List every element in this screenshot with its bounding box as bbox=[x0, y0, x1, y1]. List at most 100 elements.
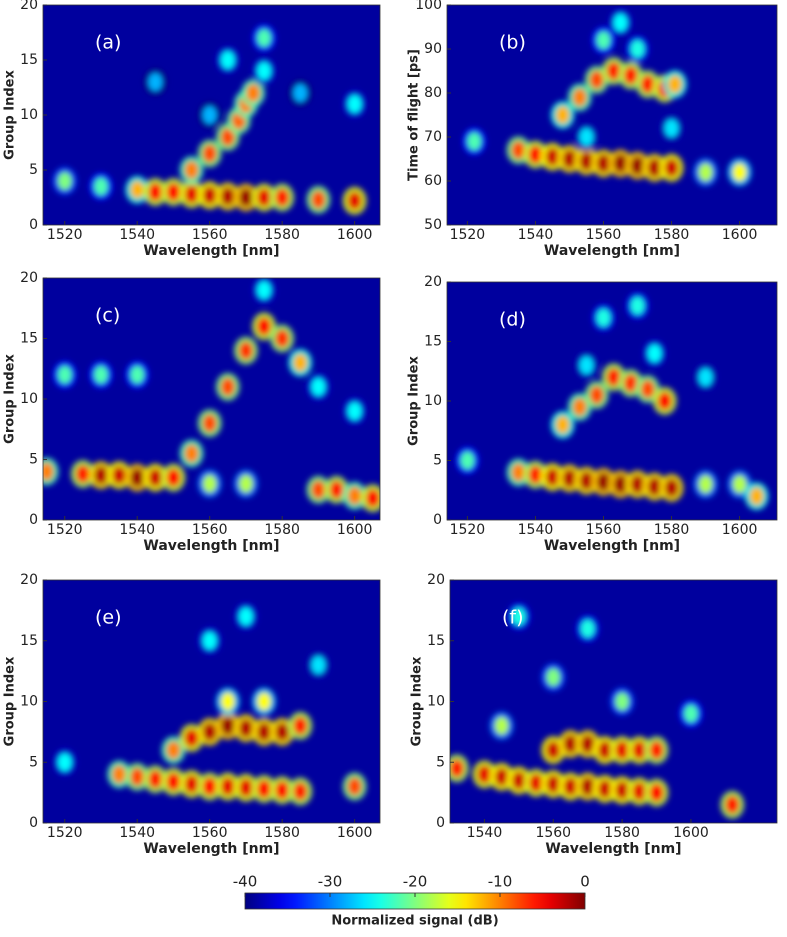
panel-label: (e) bbox=[95, 607, 122, 629]
spot-core bbox=[184, 444, 199, 463]
y-tick-label: 80 bbox=[424, 85, 442, 101]
heat-spot bbox=[306, 185, 331, 214]
heat-spot bbox=[125, 463, 150, 492]
spot-core bbox=[732, 163, 747, 182]
y-tick-label: 10 bbox=[427, 694, 445, 710]
spot-core bbox=[275, 188, 290, 207]
y-tick-label: 5 bbox=[29, 754, 38, 770]
spot-core bbox=[93, 365, 108, 384]
panel-label: (a) bbox=[95, 32, 121, 54]
heat-spot bbox=[627, 777, 652, 806]
spot-core bbox=[580, 619, 595, 638]
spot-core bbox=[238, 474, 253, 493]
spot-core bbox=[220, 777, 235, 796]
spot-core bbox=[257, 779, 272, 798]
x-axis-label: Wavelength [nm] bbox=[544, 538, 680, 554]
spot-core bbox=[528, 145, 543, 164]
x-tick-label: 1580 bbox=[654, 522, 690, 538]
y-tick-label: 0 bbox=[29, 815, 38, 831]
heat-spot bbox=[125, 762, 150, 791]
y-axis-label: Group Index bbox=[407, 356, 422, 446]
heat-spot bbox=[342, 481, 367, 510]
spot-core bbox=[579, 471, 594, 490]
heat-spot bbox=[550, 101, 575, 129]
spot-core bbox=[732, 475, 747, 494]
x-tick-label: 1560 bbox=[192, 227, 228, 243]
heat-spot bbox=[179, 156, 204, 184]
heatmap-cells bbox=[455, 291, 769, 511]
heat-spot bbox=[43, 457, 59, 486]
heat-spot bbox=[70, 460, 95, 489]
heat-spot bbox=[659, 473, 684, 502]
heat-spot bbox=[642, 339, 667, 368]
x-tick-label: 1600 bbox=[673, 825, 709, 841]
heat-spot bbox=[197, 717, 222, 746]
x-tick-label: 1560 bbox=[586, 227, 622, 243]
panel-label: (b) bbox=[499, 32, 526, 54]
x-tick-label: 1540 bbox=[518, 522, 554, 538]
y-tick-label: 0 bbox=[433, 512, 442, 528]
y-tick-label: 0 bbox=[29, 512, 38, 528]
spot-core bbox=[347, 777, 362, 796]
heat-spot bbox=[88, 461, 113, 490]
heat-spot bbox=[143, 765, 168, 794]
heat-spot bbox=[524, 768, 549, 797]
x-axis-label: Wavelength [nm] bbox=[143, 243, 279, 259]
x-tick-label: 1540 bbox=[119, 227, 155, 243]
heat-spot bbox=[197, 772, 222, 801]
spot-core bbox=[664, 158, 679, 177]
spot-core bbox=[640, 75, 655, 94]
spot-core bbox=[596, 308, 611, 327]
heat-spot bbox=[644, 736, 669, 765]
y-tick-label: 50 bbox=[424, 217, 442, 233]
colorbar-label: Normalized signal (dB) bbox=[331, 914, 498, 929]
x-tick-label: 1580 bbox=[604, 825, 640, 841]
heat-spot bbox=[215, 711, 240, 740]
heat-spot bbox=[558, 772, 583, 801]
colorbar-tick-label: 0 bbox=[580, 873, 590, 891]
heat-spot bbox=[342, 772, 367, 801]
spot-core bbox=[202, 777, 217, 796]
heat-spot bbox=[693, 470, 718, 499]
heat-spot bbox=[288, 348, 313, 377]
x-axis-label: Wavelength [nm] bbox=[545, 841, 681, 857]
spot-core bbox=[589, 386, 604, 405]
heat-spot bbox=[252, 774, 277, 803]
spot-core bbox=[329, 480, 344, 499]
spot-core bbox=[572, 88, 587, 107]
heatmap-cells bbox=[43, 278, 380, 513]
heat-spot bbox=[215, 46, 240, 74]
spot-core bbox=[238, 607, 253, 626]
spot-core bbox=[275, 781, 290, 800]
spot-core bbox=[112, 466, 127, 485]
heat-spot bbox=[610, 776, 635, 805]
heat-spot bbox=[591, 303, 616, 332]
spot-core bbox=[698, 475, 713, 494]
colorbar-tick-label: -40 bbox=[233, 873, 258, 891]
spot-core bbox=[93, 177, 108, 196]
spot-core bbox=[511, 463, 526, 482]
colorbar-tick-label: -10 bbox=[488, 873, 513, 891]
heat-spot bbox=[462, 127, 487, 156]
heat-spot bbox=[215, 687, 240, 716]
heat-spot bbox=[252, 24, 277, 52]
spot-core bbox=[613, 154, 628, 173]
y-axis-label: Time of flight [ps] bbox=[407, 49, 422, 181]
heat-spot bbox=[161, 767, 186, 796]
spot-core bbox=[311, 480, 326, 499]
heat-spot bbox=[584, 381, 609, 410]
spot-core bbox=[579, 128, 594, 146]
spot-core bbox=[528, 465, 543, 484]
heat-spot bbox=[574, 123, 599, 151]
spot-core bbox=[632, 782, 647, 801]
heat-spot bbox=[306, 372, 331, 401]
y-tick-label: 0 bbox=[436, 815, 445, 831]
spot-core bbox=[184, 185, 199, 204]
heat-spot bbox=[592, 774, 617, 803]
y-tick-label: 20 bbox=[424, 274, 442, 290]
y-axis-label: Group Index bbox=[410, 656, 425, 746]
heatmap-cells bbox=[52, 602, 367, 806]
panel-label: (c) bbox=[95, 305, 120, 327]
x-tick-label: 1580 bbox=[264, 227, 300, 243]
spot-core bbox=[93, 466, 108, 485]
